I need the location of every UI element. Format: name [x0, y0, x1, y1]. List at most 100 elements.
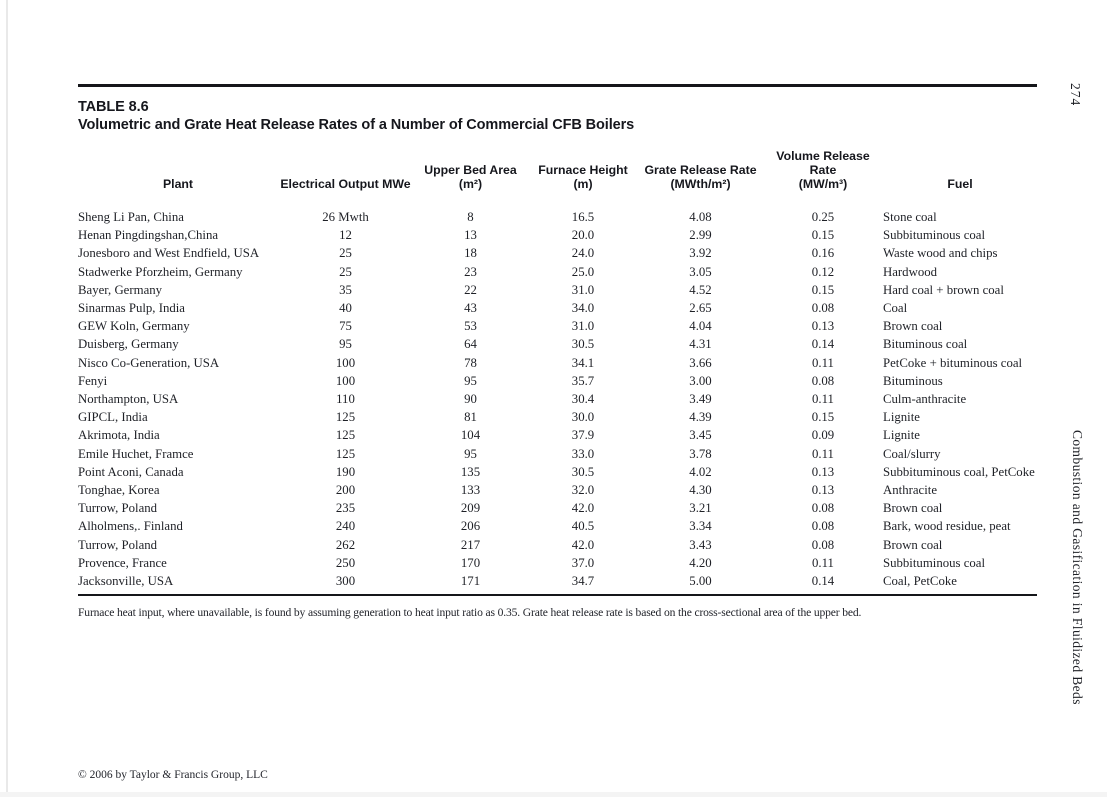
value-cell: 24.0: [571, 246, 595, 261]
table-row: Point Aconi, Canada 190 135 30.5 4.02 0.13 Sub…: [78, 463, 1037, 481]
plant-cell: Point Aconi, Canada: [78, 464, 184, 479]
fuel-cell: Stone coal: [883, 210, 937, 224]
value-cell: 75: [339, 319, 352, 334]
value-cell: 20.0: [571, 228, 595, 243]
value-cell: 25.0: [571, 264, 595, 279]
value-cell: 100: [335, 373, 356, 388]
value-cell: 0.14: [811, 574, 835, 589]
book-title-sidebar: Combustion and Gasification in Fluidized…: [1070, 430, 1085, 705]
value-cell: 0.16: [811, 246, 835, 261]
column-header-unit: (m²): [458, 177, 483, 191]
plant-cell: GIPCL, India: [78, 410, 148, 425]
value-cell: 4.04: [689, 319, 712, 334]
table-row: Nisco Co-Generation, USA 100 78 34.1 3.66 0.1…: [78, 354, 1037, 372]
table-body: Sheng Li Pan, China 26 Mwth 8 16.5 4.08 0.25 S…: [78, 208, 1037, 595]
value-cell: 0.13: [811, 483, 835, 498]
value-cell: 35.7: [571, 373, 595, 388]
column-header: Furnace Height (m): [528, 149, 638, 208]
value-cell: 95: [339, 337, 352, 352]
value-cell: 0.11: [812, 392, 834, 407]
value-cell: 170: [460, 555, 481, 570]
table-row: GEW Koln, Germany 75 53 31.0 4.04 0.13 Brown c…: [78, 317, 1037, 335]
table-row: Jacksonville, USA 300 171 34.7 5.00 0.14 Coal,…: [78, 572, 1037, 595]
value-cell: 3.49: [689, 392, 712, 407]
value-cell: 30.4: [571, 392, 595, 407]
table-header-row: Plant Electrical Output MWe Upper Bed Area…: [78, 149, 1037, 208]
value-cell: 12: [339, 228, 352, 243]
table-title-block: TABLE 8.6 Volumetric and Grate Heat Rele…: [78, 98, 1037, 135]
plant-cell: Turrow, Poland: [78, 501, 158, 516]
book-page: TABLE 8.6 Volumetric and Grate Heat Rele…: [78, 84, 1037, 620]
value-cell: 104: [460, 428, 481, 443]
value-cell: 0.09: [811, 428, 835, 443]
value-cell: 0.15: [811, 410, 835, 425]
value-cell: 0.13: [811, 464, 835, 479]
table-title: Volumetric and Grate Heat Release Rates …: [78, 117, 635, 133]
value-cell: 23: [464, 264, 477, 279]
value-cell: 2.99: [689, 228, 712, 243]
value-cell: 4.31: [689, 337, 712, 352]
column-header-label: Upper Bed Area: [424, 163, 517, 177]
fuel-cell: Lignite: [883, 410, 920, 425]
plant-cell: Akrimota, India: [78, 428, 160, 443]
fuel-cell: Anthracite: [883, 483, 938, 498]
value-cell: 3.78: [689, 446, 712, 461]
value-cell: 25: [339, 246, 352, 261]
table-row: Fenyi 100 95 35.7 3.00 0.08 Bituminous: [78, 372, 1037, 390]
value-cell: 4.30: [689, 483, 712, 498]
value-cell: 240: [335, 519, 356, 534]
value-cell: 250: [335, 555, 356, 570]
value-cell: 25: [339, 264, 352, 279]
plant-cell: Duisberg, Germany: [78, 337, 179, 352]
value-cell: 300: [335, 574, 356, 589]
plant-cell: Emile Huchet, Framce: [78, 446, 194, 461]
fuel-cell: Lignite: [883, 428, 920, 443]
column-header: Upper Bed Area (m²): [413, 149, 528, 208]
table-row: Northampton, USA 110 90 30.4 3.49 0.11 Culm-an…: [78, 390, 1037, 408]
fuel-cell: Bituminous: [883, 373, 943, 388]
value-cell: 171: [460, 574, 481, 589]
value-cell: 0.08: [811, 501, 835, 516]
value-cell: 217: [460, 537, 481, 552]
fuel-cell: Coal/slurry: [883, 446, 941, 461]
column-header: Electrical Output MWe: [278, 149, 413, 208]
plant-cell: Tonghae, Korea: [78, 483, 160, 498]
value-cell: 26 Mwth: [322, 210, 369, 224]
value-cell: 42.0: [571, 537, 595, 552]
column-header: Plant: [78, 149, 278, 208]
value-cell: 4.39: [689, 410, 712, 425]
value-cell: 0.25: [811, 210, 835, 224]
plant-cell: Henan Pingdingshan,China: [78, 228, 219, 243]
column-header-unit: (MWth/m²): [670, 177, 731, 191]
plant-cell: Nisco Co-Generation, USA: [78, 355, 220, 370]
value-cell: 0.11: [812, 446, 834, 461]
value-cell: 40.5: [571, 519, 595, 534]
value-cell: 31.0: [571, 282, 595, 297]
column-header: Grate Release Rate (MWth/m²): [638, 149, 763, 208]
column-header: Fuel: [883, 149, 1037, 208]
page-bottom-edge: [0, 792, 1107, 797]
column-header: Volume Release Rate (MW/m³): [763, 149, 883, 208]
value-cell: 4.52: [689, 282, 712, 297]
value-cell: 0.12: [811, 264, 835, 279]
table-row: Stadwerke Pforzheim, Germany 25 23 25.0 3.05…: [78, 263, 1037, 281]
value-cell: 200: [335, 483, 356, 498]
fuel-cell: Brown coal: [883, 537, 943, 552]
value-cell: 90: [464, 392, 477, 407]
table-row: Turrow, Poland 235 209 42.0 3.21 0.08 Brown co…: [78, 499, 1037, 517]
fuel-cell: Coal, PetCoke: [883, 574, 957, 589]
value-cell: 37.0: [571, 555, 595, 570]
value-cell: 31.0: [571, 319, 595, 334]
fuel-cell: PetCoke + bituminous coal: [883, 355, 1023, 370]
table-row: Tonghae, Korea 200 133 32.0 4.30 0.13 Anthraci…: [78, 481, 1037, 499]
value-cell: 3.21: [689, 501, 712, 516]
value-cell: 209: [460, 501, 481, 516]
value-cell: 0.08: [811, 301, 835, 316]
value-cell: 100: [335, 355, 356, 370]
value-cell: 3.45: [689, 428, 712, 443]
page-number: 274: [1068, 83, 1083, 107]
value-cell: 3.66: [689, 355, 712, 370]
value-cell: 30.5: [571, 464, 595, 479]
value-cell: 3.00: [689, 373, 712, 388]
value-cell: 3.34: [689, 519, 712, 534]
